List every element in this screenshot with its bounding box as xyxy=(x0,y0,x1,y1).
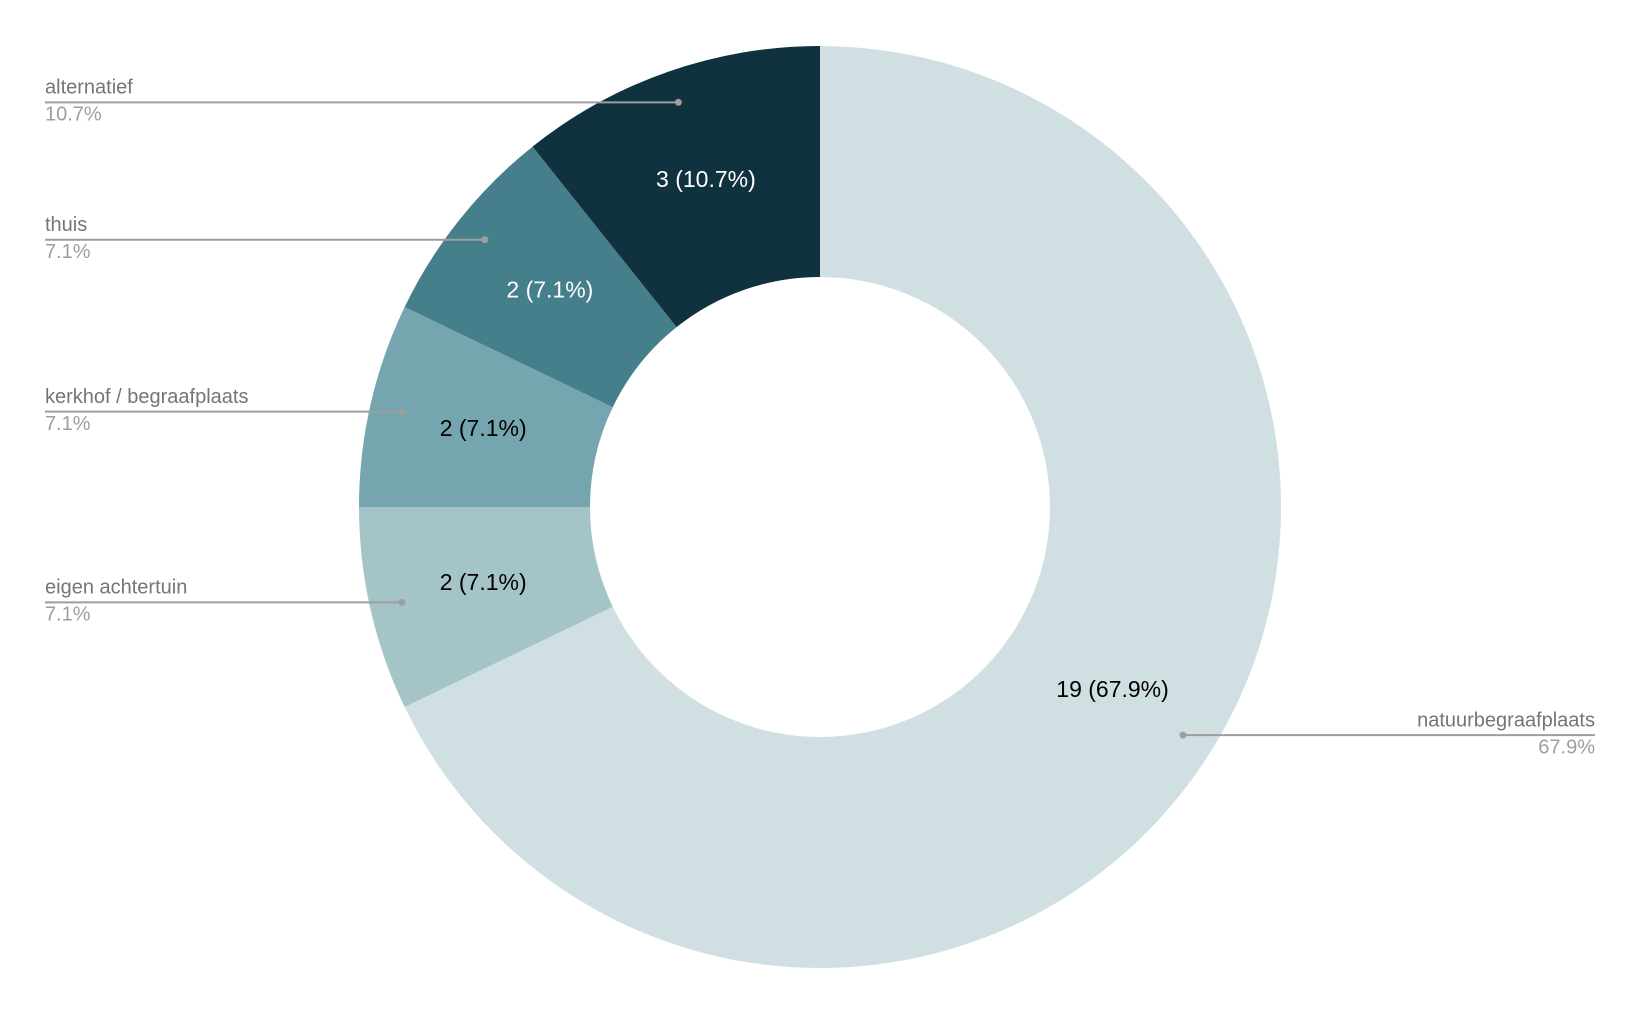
outer-label-percent: 10.7% xyxy=(45,104,102,126)
outer-label-percent: 7.1% xyxy=(45,413,91,435)
data-label: 2 (7.1%) xyxy=(440,415,527,441)
data-label: 2 (7.1%) xyxy=(506,277,593,303)
leader-dot xyxy=(398,598,406,606)
outer-label-name: thuis xyxy=(45,214,87,236)
slice xyxy=(532,45,820,328)
leader-dot xyxy=(481,236,489,244)
slice xyxy=(404,146,677,408)
outer-label-name: natuurbegraafplaats xyxy=(1417,709,1595,731)
slice xyxy=(404,46,1282,968)
data-label: 19 (67.9%) xyxy=(1056,676,1169,702)
outer-label-percent: 7.1% xyxy=(45,241,91,263)
leader-dot xyxy=(674,98,682,106)
data-label: 3 (10.7%) xyxy=(656,166,756,192)
outer-label-name: kerkhof / begraafplaats xyxy=(45,386,248,408)
slice xyxy=(359,306,613,507)
outer-label-name: alternatief xyxy=(45,77,133,99)
slice xyxy=(359,507,613,708)
leader-dot xyxy=(398,408,406,416)
outer-label-percent: 67.9% xyxy=(1538,736,1595,758)
data-label: 2 (7.1%) xyxy=(440,569,527,595)
outer-label-name: eigen achtertuin xyxy=(45,577,187,599)
leader-dot xyxy=(1179,731,1187,739)
outer-label-percent: 7.1% xyxy=(45,604,91,626)
